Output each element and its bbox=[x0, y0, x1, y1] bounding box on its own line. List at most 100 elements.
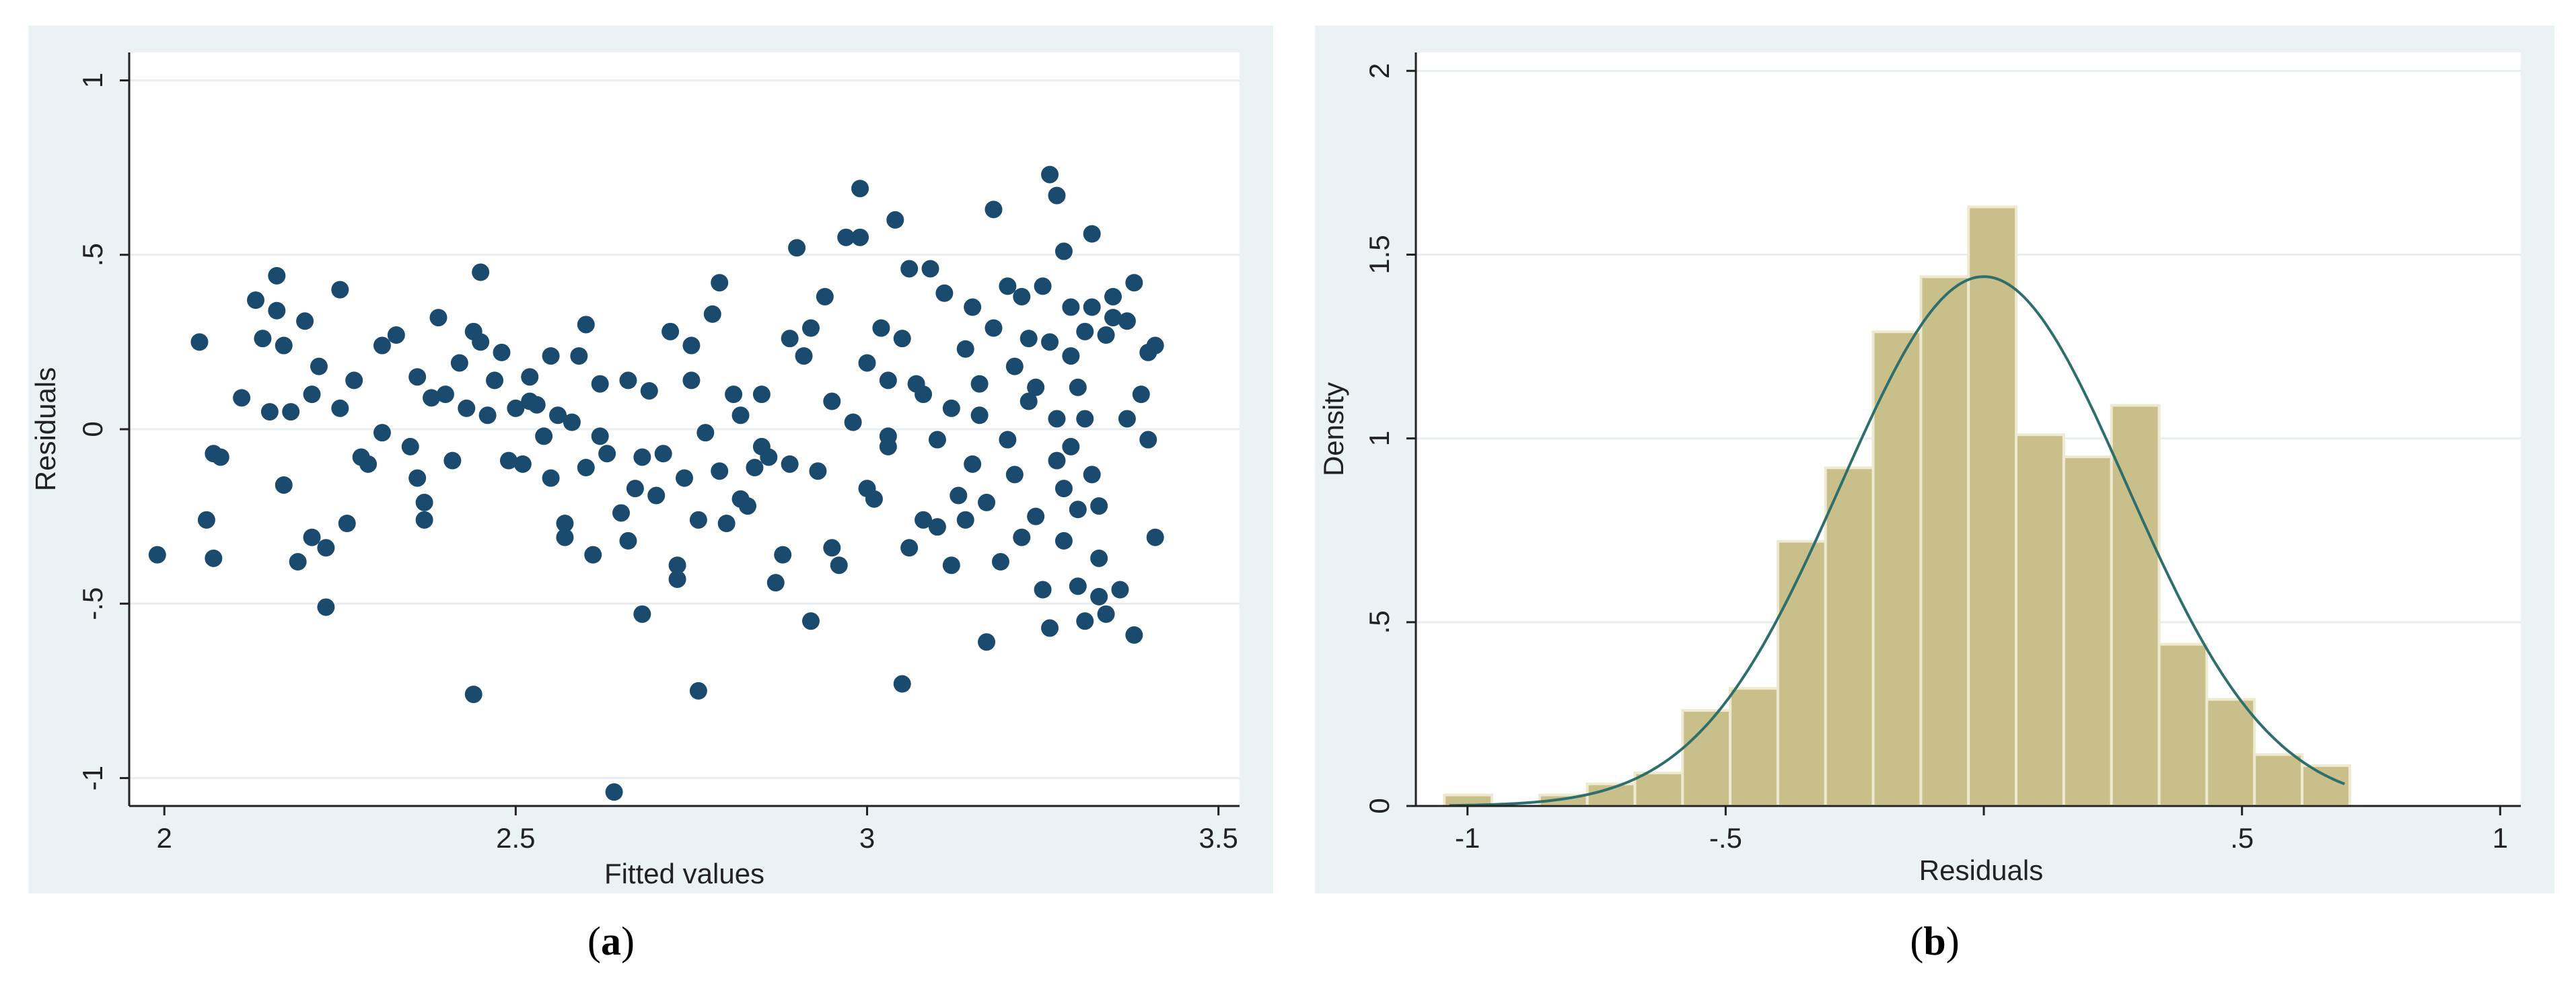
scatter-point bbox=[507, 399, 525, 417]
scatter-point bbox=[1146, 528, 1164, 546]
scatter-point bbox=[619, 531, 637, 550]
scatter-point bbox=[303, 528, 321, 546]
scatter-point bbox=[816, 287, 834, 305]
scatter-point bbox=[689, 511, 707, 529]
scatter-point bbox=[233, 389, 251, 407]
caption-a: (a) bbox=[587, 919, 635, 963]
scatter-point bbox=[900, 260, 919, 278]
scatter-point bbox=[682, 371, 701, 390]
scatter-point bbox=[1013, 287, 1031, 305]
normal-density-curve bbox=[1449, 275, 2345, 807]
y-tick-label: .5 bbox=[1363, 610, 1395, 634]
scatter-point bbox=[879, 427, 897, 445]
scatter-point bbox=[1118, 410, 1136, 428]
scatter-point bbox=[148, 546, 166, 564]
scatter-point bbox=[991, 553, 1009, 571]
scatter-point bbox=[577, 459, 595, 477]
scatter-point bbox=[619, 371, 637, 390]
scatter-point bbox=[633, 448, 651, 466]
histogram-bar bbox=[1824, 466, 1875, 807]
scatter-point bbox=[676, 469, 693, 487]
scatter-point bbox=[893, 675, 911, 693]
histogram-panel: 0 .5 1 1.5 2 -1 -.5 .5 1 Residuals Density bbox=[1315, 26, 2554, 893]
scatter-point bbox=[738, 497, 756, 515]
scatter-point bbox=[781, 455, 799, 473]
scatter-point bbox=[970, 406, 989, 425]
histogram-bar bbox=[2253, 753, 2303, 808]
scatter-point bbox=[921, 260, 939, 278]
scatter-point bbox=[282, 403, 300, 421]
scatter-point bbox=[450, 354, 468, 372]
scatter-point bbox=[851, 228, 869, 246]
scatter-point bbox=[654, 445, 672, 463]
y-tick-label: -.5 bbox=[77, 587, 108, 620]
scatter-point bbox=[1013, 528, 1031, 546]
scatter-point bbox=[1132, 385, 1150, 404]
scatter-point bbox=[746, 459, 764, 477]
scatter-point bbox=[373, 336, 391, 355]
histogram-bar bbox=[1633, 771, 1684, 807]
scatter-point bbox=[689, 682, 707, 700]
scatter-point bbox=[317, 539, 335, 557]
scatter-point bbox=[865, 490, 883, 508]
scatter-point bbox=[415, 493, 433, 511]
histogram-bar bbox=[1919, 275, 1970, 807]
scatter-point bbox=[549, 406, 567, 425]
x-axis-label: Residuals bbox=[1919, 854, 2043, 886]
histogram-bar bbox=[1871, 330, 1923, 808]
scatter-point bbox=[584, 546, 602, 564]
scatter-point bbox=[668, 556, 686, 575]
x-tick-label: 2.5 bbox=[496, 822, 535, 854]
scatter-point bbox=[1125, 274, 1143, 292]
x-axis-label: Fitted values bbox=[604, 858, 764, 889]
scatter-point bbox=[999, 431, 1017, 449]
scatter-panel: -1 -.5 0 .5 1 2 2.5 3 3.5 Fitted values Residuals bbox=[28, 26, 1273, 893]
scatter-point bbox=[928, 518, 946, 536]
scatter-point bbox=[331, 281, 349, 299]
y-tick-label: 2 bbox=[1363, 63, 1395, 79]
scatter-point bbox=[851, 180, 869, 198]
scatter-point bbox=[872, 319, 890, 337]
scatter-point bbox=[423, 389, 441, 407]
scatter-point bbox=[331, 399, 349, 417]
scatter-point bbox=[1048, 451, 1066, 470]
scatter-point bbox=[359, 455, 378, 473]
scatter-point bbox=[1027, 507, 1045, 525]
scatter-point bbox=[978, 493, 996, 511]
scatter-point bbox=[915, 511, 933, 529]
scatter-point bbox=[1005, 357, 1024, 375]
scatter-point bbox=[429, 309, 448, 327]
scatter-point bbox=[387, 326, 405, 344]
scatter-point bbox=[1048, 186, 1066, 205]
scatter-point bbox=[408, 368, 427, 386]
histogram-bar bbox=[1967, 205, 2018, 807]
x-tick-label: -1 bbox=[1455, 822, 1480, 854]
histogram-bar bbox=[2157, 642, 2209, 807]
scatter-point bbox=[1090, 497, 1108, 515]
scatter-point bbox=[443, 451, 462, 470]
scatter-point bbox=[436, 385, 454, 404]
scatter-point bbox=[801, 612, 820, 630]
scatter-point bbox=[260, 403, 279, 421]
scatter-point bbox=[268, 301, 286, 320]
y-tick-label: .5 bbox=[77, 243, 108, 266]
caption-b: (b) bbox=[1910, 919, 1960, 963]
scatter-point bbox=[563, 413, 581, 431]
y-tick-label: -1 bbox=[77, 766, 108, 790]
scatter-point bbox=[893, 330, 911, 348]
scatter-point bbox=[1090, 549, 1108, 567]
scatter-point bbox=[577, 316, 595, 334]
scatter-point bbox=[1027, 378, 1045, 396]
scatter-point bbox=[556, 515, 574, 532]
scatter-point bbox=[1062, 347, 1080, 365]
scatter-point bbox=[809, 462, 827, 480]
scatter-point bbox=[942, 399, 960, 417]
scatter-point bbox=[296, 312, 314, 330]
scatter-point bbox=[696, 424, 715, 442]
scatter-point bbox=[268, 266, 286, 285]
scatter-point bbox=[254, 330, 272, 348]
scatter-point bbox=[542, 469, 560, 487]
scatter-point bbox=[472, 333, 490, 351]
scatter-point bbox=[985, 200, 1003, 219]
histogram-bar bbox=[2015, 433, 2065, 807]
